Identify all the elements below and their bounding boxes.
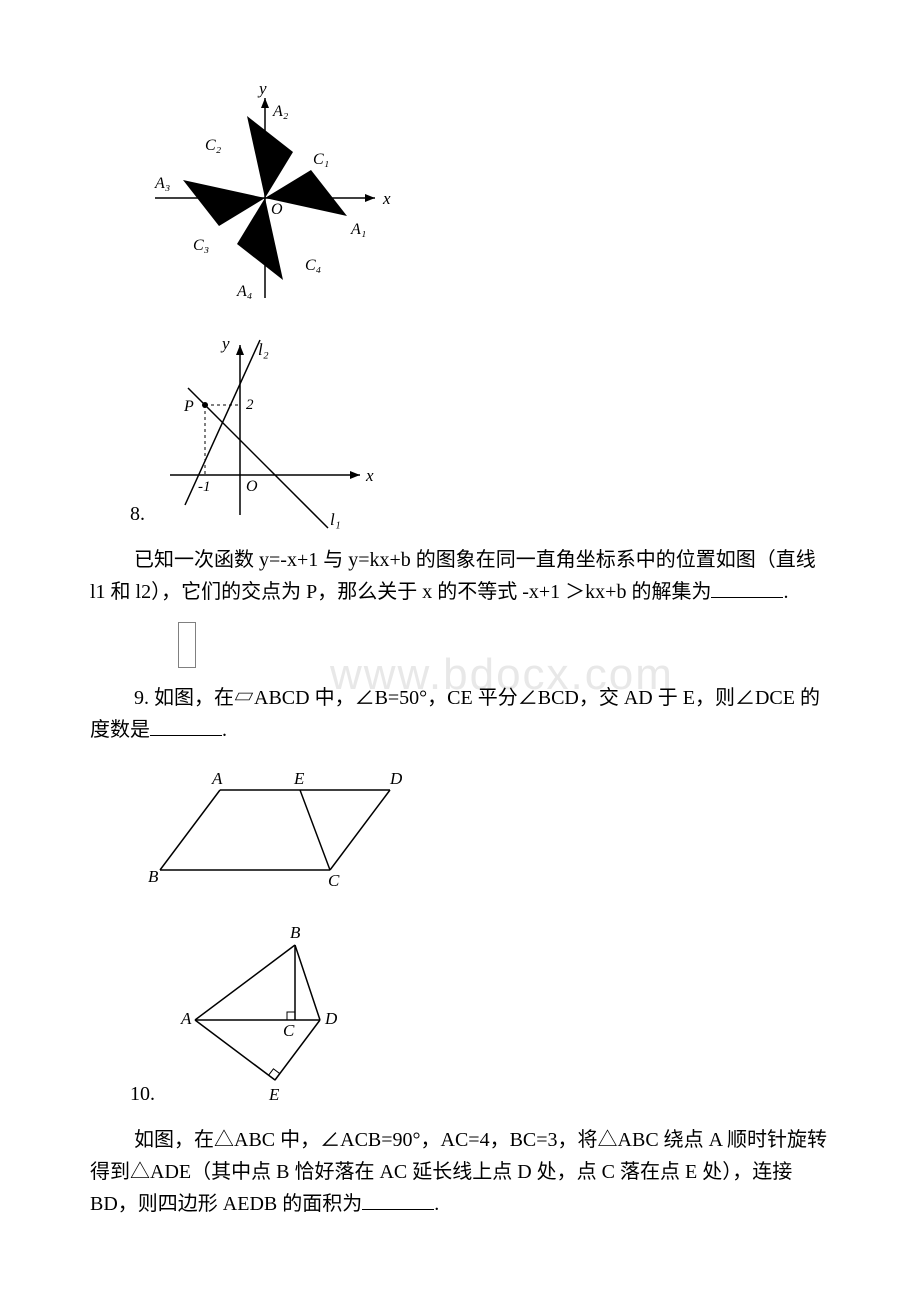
q8-text-end: . [783, 581, 788, 603]
decorative-rect [178, 622, 196, 668]
q8-blank [711, 576, 783, 598]
pg-e-label: E [293, 769, 305, 788]
rotation-figure: B A C D E [165, 910, 395, 1110]
c3-label: C₃ [193, 237, 209, 254]
a4-label: A₄ [236, 283, 252, 300]
x-axis-label: x [382, 189, 391, 208]
a3-label: A₃ [154, 175, 170, 192]
q10-number: 10. [130, 1078, 155, 1110]
pg-c-label: C [328, 871, 340, 890]
two-label: 2 [246, 397, 254, 413]
c2-label: C₂ [205, 137, 222, 154]
rt-b-label: B [290, 923, 301, 942]
q10-text: 如图，在△ABC 中，∠ACB=90°，AC=4，BC=3，将△ABC 绕点 A… [90, 1129, 827, 1215]
l2-label: l₂ [258, 340, 269, 359]
pg-d-label: D [389, 769, 403, 788]
rt-c-label: C [283, 1021, 295, 1040]
y-axis-label-2: y [220, 334, 230, 353]
a1-label: A₁ [350, 221, 366, 238]
q10-text-end: . [434, 1193, 439, 1215]
q10-blank [362, 1188, 434, 1210]
q8-text: 已知一次函数 y=-x+1 与 y=kx+b 的图象在同一直角坐标系中的位置如图… [90, 549, 816, 603]
parallelogram-figure: A E D B C [130, 760, 830, 900]
l1-label: l₁ [330, 510, 341, 529]
rt-e-label: E [268, 1085, 280, 1104]
a2-label: A₂ [272, 103, 289, 120]
c4-label: C₄ [305, 257, 321, 274]
q8-number: 8. [130, 498, 145, 530]
q10-paragraph: 如图，在△ABC 中，∠ACB=90°，AC=4，BC=3，将△ABC 绕点 A… [90, 1124, 830, 1220]
origin-label: O [271, 201, 283, 218]
origin-label-2: O [246, 478, 258, 495]
rt-d-label: D [324, 1009, 338, 1028]
pg-a-label: A [211, 769, 223, 788]
lines-graph-figure: x y O l₁ l₂ P -1 [155, 330, 375, 530]
q9-number: 9. [134, 687, 149, 709]
pinwheel-figure: x y O A₁ C₁ A₂ C₂ A₃ [130, 80, 830, 320]
x-axis-label-2: x [365, 466, 374, 485]
neg1-label: -1 [198, 479, 211, 495]
q9-blank [150, 714, 222, 736]
p-label: P [183, 398, 194, 415]
q8-paragraph: 已知一次函数 y=-x+1 与 y=kx+b 的图象在同一直角坐标系中的位置如图… [90, 544, 830, 608]
q9-text-end: . [222, 719, 227, 741]
q9-paragraph: 9. 如图，在▱ABCD 中，∠B=50°，CE 平分∠BCD，交 AD 于 E… [90, 682, 830, 746]
pg-b-label: B [148, 867, 159, 886]
rt-a-label: A [180, 1009, 192, 1028]
c1-label: C₁ [313, 151, 329, 168]
y-axis-label: y [257, 80, 267, 98]
